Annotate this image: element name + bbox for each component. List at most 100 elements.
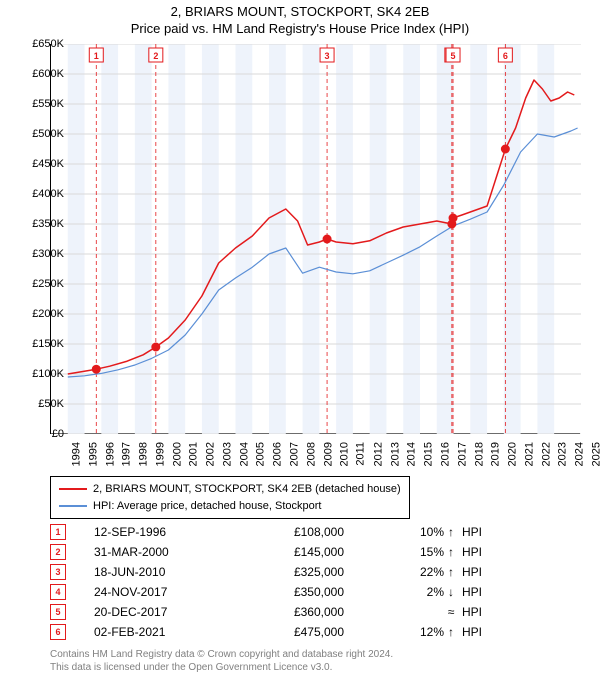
transaction-date: 31-MAR-2000 [94, 545, 224, 559]
x-tick-label: 2003 [221, 442, 233, 466]
x-tick-label: 2007 [289, 442, 301, 466]
transaction-marker-box: 2 [50, 544, 66, 560]
transaction-pct: 12% [384, 625, 444, 639]
transaction-hpi-label: HPI [458, 625, 492, 639]
chart-svg: 123456 [51, 44, 581, 434]
transaction-row: 3 18-JUN-2010£325,00022%↑HPI [50, 562, 492, 582]
transaction-date: 02-FEB-2021 [94, 625, 224, 639]
transaction-price: £475,000 [224, 625, 384, 639]
legend: 2, BRIARS MOUNT, STOCKPORT, SK4 2EB (det… [50, 476, 410, 519]
svg-text:6: 6 [503, 51, 508, 61]
y-tick-label: £600K [32, 68, 64, 80]
title-line-2: Price paid vs. HM Land Registry's House … [0, 21, 600, 38]
x-tick-label: 1999 [154, 442, 166, 466]
transaction-row: 424-NOV-2017£350,0002%↓HPI [50, 582, 492, 602]
x-tick-label: 2021 [523, 442, 535, 466]
legend-item-property: 2, BRIARS MOUNT, STOCKPORT, SK4 2EB (det… [59, 481, 401, 498]
x-tick-label: 2020 [507, 442, 519, 466]
transaction-date: 12-SEP-1996 [94, 525, 224, 539]
x-tick-label: 2025 [590, 442, 600, 466]
transaction-price: £108,000 [224, 525, 384, 539]
x-tick-label: 2009 [322, 442, 334, 466]
x-tick-label: 2001 [188, 442, 200, 466]
transaction-date: 18-JUN-2010 [94, 565, 224, 579]
y-tick-label: £100K [32, 368, 64, 380]
transactions-table: 112-SEP-1996£108,00010%↑HPI231-MAR-2000£… [50, 522, 492, 642]
transaction-row: 1 12-SEP-1996£108,00010%↑HPI [50, 522, 492, 542]
transaction-hpi-label: HPI [458, 525, 492, 539]
y-tick-label: £300K [32, 248, 64, 260]
x-tick-label: 2023 [557, 442, 569, 466]
y-tick-label: £250K [32, 278, 64, 290]
y-tick-label: £650K [32, 38, 64, 50]
y-tick-label: £150K [32, 338, 64, 350]
transaction-price: £145,000 [224, 545, 384, 559]
legend-swatch-hpi [59, 505, 87, 507]
title-line-1: 2, BRIARS MOUNT, STOCKPORT, SK4 2EB [0, 4, 600, 21]
transaction-hpi-label: HPI [458, 605, 492, 619]
y-tick-label: £50K [38, 398, 64, 410]
x-tick-label: 2018 [473, 442, 485, 466]
footer-line-2: This data is licensed under the Open Gov… [50, 661, 393, 674]
x-tick-label: 2019 [490, 442, 502, 466]
transaction-price: £325,000 [224, 565, 384, 579]
transaction-arrow-icon: ↑ [444, 525, 458, 539]
transaction-arrow-icon: ↑ [444, 545, 458, 559]
y-tick-label: £350K [32, 218, 64, 230]
x-tick-label: 2004 [238, 442, 250, 466]
x-tick-label: 2008 [305, 442, 317, 466]
transaction-marker-box: 6 [50, 624, 66, 640]
x-tick-label: 2010 [339, 442, 351, 466]
transaction-pct: 15% [384, 545, 444, 559]
transaction-marker-box: 5 [50, 604, 66, 620]
transaction-pct: 10% [384, 525, 444, 539]
x-tick-label: 2002 [205, 442, 217, 466]
svg-text:1: 1 [94, 51, 99, 61]
transaction-arrow-icon: ↑ [444, 565, 458, 579]
transaction-pct: 2% [384, 585, 444, 599]
y-tick-label: £0 [52, 428, 64, 440]
footer-line-1: Contains HM Land Registry data © Crown c… [50, 648, 393, 661]
transaction-price: £360,000 [224, 605, 384, 619]
svg-text:2: 2 [153, 51, 158, 61]
y-tick-label: £200K [32, 308, 64, 320]
x-tick-label: 2024 [574, 442, 586, 466]
transaction-row: 6 02-FEB-2021£475,00012%↑HPI [50, 622, 492, 642]
transaction-date: 24-NOV-2017 [94, 585, 224, 599]
transaction-row: 5 20-DEC-2017£360,000 ≈HPI [50, 602, 492, 622]
legend-swatch-property [59, 488, 87, 490]
transaction-date: 20-DEC-2017 [94, 605, 224, 619]
y-tick-label: £450K [32, 158, 64, 170]
transaction-row: 2 31-MAR-2000£145,00015%↑HPI [50, 542, 492, 562]
chart-plot-area: 123456 [50, 44, 580, 434]
x-tick-label: 2005 [255, 442, 267, 466]
x-tick-label: 1996 [104, 442, 116, 466]
x-tick-label: 2013 [389, 442, 401, 466]
transaction-marker-box: 4 [50, 584, 66, 600]
transaction-hpi-label: HPI [458, 565, 492, 579]
transaction-marker-box: 1 [50, 524, 66, 540]
x-tick-label: 2016 [439, 442, 451, 466]
x-tick-label: 1995 [87, 442, 99, 466]
x-tick-label: 2017 [456, 442, 468, 466]
transaction-price: £350,000 [224, 585, 384, 599]
x-tick-label: 1997 [121, 442, 133, 466]
x-tick-label: 2022 [540, 442, 552, 466]
y-tick-label: £550K [32, 98, 64, 110]
x-tick-label: 1994 [70, 442, 82, 466]
transaction-marker-box: 3 [50, 564, 66, 580]
legend-label-hpi: HPI: Average price, detached house, Stoc… [93, 498, 322, 515]
x-tick-label: 2015 [423, 442, 435, 466]
svg-text:5: 5 [451, 51, 456, 61]
transaction-arrow-icon: ↑ [444, 625, 458, 639]
x-tick-label: 2011 [355, 442, 367, 466]
x-tick-label: 2006 [272, 442, 284, 466]
footer: Contains HM Land Registry data © Crown c… [50, 648, 393, 674]
x-tick-label: 2012 [372, 442, 384, 466]
transaction-hpi-label: HPI [458, 545, 492, 559]
transaction-arrow-icon: ≈ [444, 605, 458, 619]
transaction-pct: 22% [384, 565, 444, 579]
legend-label-property: 2, BRIARS MOUNT, STOCKPORT, SK4 2EB (det… [93, 481, 401, 498]
legend-item-hpi: HPI: Average price, detached house, Stoc… [59, 498, 401, 515]
y-tick-label: £500K [32, 128, 64, 140]
